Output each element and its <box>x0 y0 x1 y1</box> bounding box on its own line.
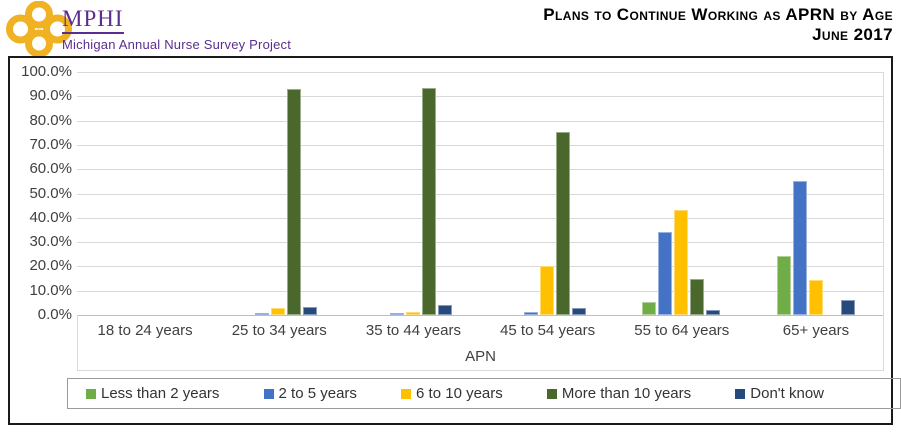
legend-label: 6 to 10 years <box>416 385 503 402</box>
bar-more-than-10-years <box>287 89 302 315</box>
bar-6-to-10-years <box>271 307 286 315</box>
bar-2-to-5-years <box>389 312 404 315</box>
gridline <box>77 72 883 73</box>
x-category-label: 25 to 34 years <box>231 322 327 339</box>
legend-marker-icon <box>401 388 412 399</box>
legend-item-2-to-5-years: 2 to 5 years <box>263 385 357 402</box>
legend-marker-icon <box>263 388 274 399</box>
header: MPHI Michigan Annual Nurse Survey Projec… <box>0 0 901 57</box>
bar-2-to-5-years <box>255 312 270 315</box>
y-tick-label: 80.0% <box>29 111 72 129</box>
gridline <box>77 291 883 292</box>
chart-title-line1: Plans to Continue Working as APRN by Age <box>543 5 893 24</box>
gridline <box>77 121 883 122</box>
bar-6-to-10-years <box>540 265 555 315</box>
bar-group-55-to-64-years <box>614 72 748 315</box>
bar-6-to-10-years <box>674 209 689 315</box>
y-tick-label: 90.0% <box>29 87 72 105</box>
x-category-label: 35 to 44 years <box>365 322 461 339</box>
legend-item-6-to-10-years: 6 to 10 years <box>401 385 503 402</box>
bar-2-to-5-years <box>792 181 807 315</box>
gridline <box>77 169 883 170</box>
gridline <box>77 145 883 146</box>
x-axis-title: APN <box>465 348 496 365</box>
legend-label: 2 to 5 years <box>278 385 357 402</box>
gridline <box>77 194 883 195</box>
bar-2-to-5-years <box>524 312 539 315</box>
y-tick-label: 100.0% <box>21 63 72 80</box>
gridline <box>77 218 883 219</box>
legend-item-don-t-know: Don't know <box>735 385 824 402</box>
gridline <box>77 266 883 267</box>
legend-marker-icon <box>86 388 96 399</box>
x-axis-line <box>77 315 883 316</box>
bar-group-25-to-34-years <box>211 72 345 315</box>
chart-title-line2: June 2017 <box>812 25 893 44</box>
chart-frame: 100.0% 90.0% 80.0% 70.0% 60.0% 50.0% 40.0% 30.0… <box>8 56 901 425</box>
y-axis-labels: 100.0% 90.0% 80.0% 70.0% 60.0% 50.0% 40.0% 30.0… <box>10 58 72 328</box>
y-tick-label: 40.0% <box>29 208 72 226</box>
bar-don-t-know <box>706 309 721 315</box>
bar-more-than-10-years <box>556 131 571 315</box>
bar-more-than-10-years <box>690 278 705 315</box>
logo-subtitle: Michigan Annual Nurse Survey Project <box>62 37 292 52</box>
mphi-logo: MPHI Michigan Annual Nurse Survey Projec… <box>6 1 291 57</box>
x-category-label: 45 to 54 years <box>500 322 596 339</box>
bar-don-t-know <box>572 308 587 315</box>
y-tick-label: 20.0% <box>29 257 72 275</box>
y-tick-label: 30.0% <box>29 233 72 251</box>
legend-label: More than 10 years <box>561 385 692 402</box>
bar-6-to-10-years <box>808 279 823 315</box>
bar-less-than-2-years <box>776 256 791 315</box>
bar-don-t-know <box>437 305 452 315</box>
x-axis: 18 to 24 years 25 to 34 years 35 to 44 yea… <box>77 315 884 371</box>
bar-group-45-to-54-years <box>480 72 614 315</box>
x-category-label: 18 to 24 years <box>97 322 193 339</box>
legend-label: Don't know <box>750 385 824 402</box>
legend-marker-icon <box>735 388 746 399</box>
y-tick-label: 50.0% <box>29 184 72 202</box>
mphi-knot-icon <box>6 1 72 57</box>
y-tick-label: 10.0% <box>29 281 72 299</box>
y-tick-label: 60.0% <box>29 160 72 178</box>
x-axis-categories: 18 to 24 years 25 to 34 years 35 to 44 yea… <box>78 322 883 339</box>
x-category-label: 65+ years <box>782 322 850 339</box>
logo-org-name: MPHI <box>62 7 124 34</box>
legend-item-less-than-2-years: Less than 2 years <box>86 385 219 402</box>
legend-label: Less than 2 years <box>101 385 220 402</box>
bar-6-to-10-years <box>405 311 420 315</box>
y-tick-label: 0.0% <box>37 306 72 323</box>
y-tick-label: 70.0% <box>29 135 72 153</box>
logo-text: MPHI Michigan Annual Nurse Survey Projec… <box>62 7 291 52</box>
bar-more-than-10-years <box>421 87 436 315</box>
bar-group-65-years <box>749 72 883 315</box>
bar-group-35-to-44-years <box>346 72 480 315</box>
bar-don-t-know <box>840 300 855 315</box>
x-category-label: 55 to 64 years <box>634 322 730 339</box>
bar-less-than-2-years <box>642 302 657 315</box>
bar-don-t-know <box>303 307 318 315</box>
gridline <box>77 96 883 97</box>
bar-group-18-to-24-years <box>77 72 211 315</box>
gridline <box>77 242 883 243</box>
bar-2-to-5-years <box>658 232 673 315</box>
legend-item-more-than-10-years: More than 10 years <box>546 385 692 402</box>
chart-title: Plans to Continue Working as APRN by Age… <box>543 5 893 45</box>
plot-area <box>77 72 884 316</box>
legend-marker-icon <box>546 388 557 399</box>
legend: Less than 2 years 2 to 5 years 6 to 10 yea… <box>67 378 901 409</box>
